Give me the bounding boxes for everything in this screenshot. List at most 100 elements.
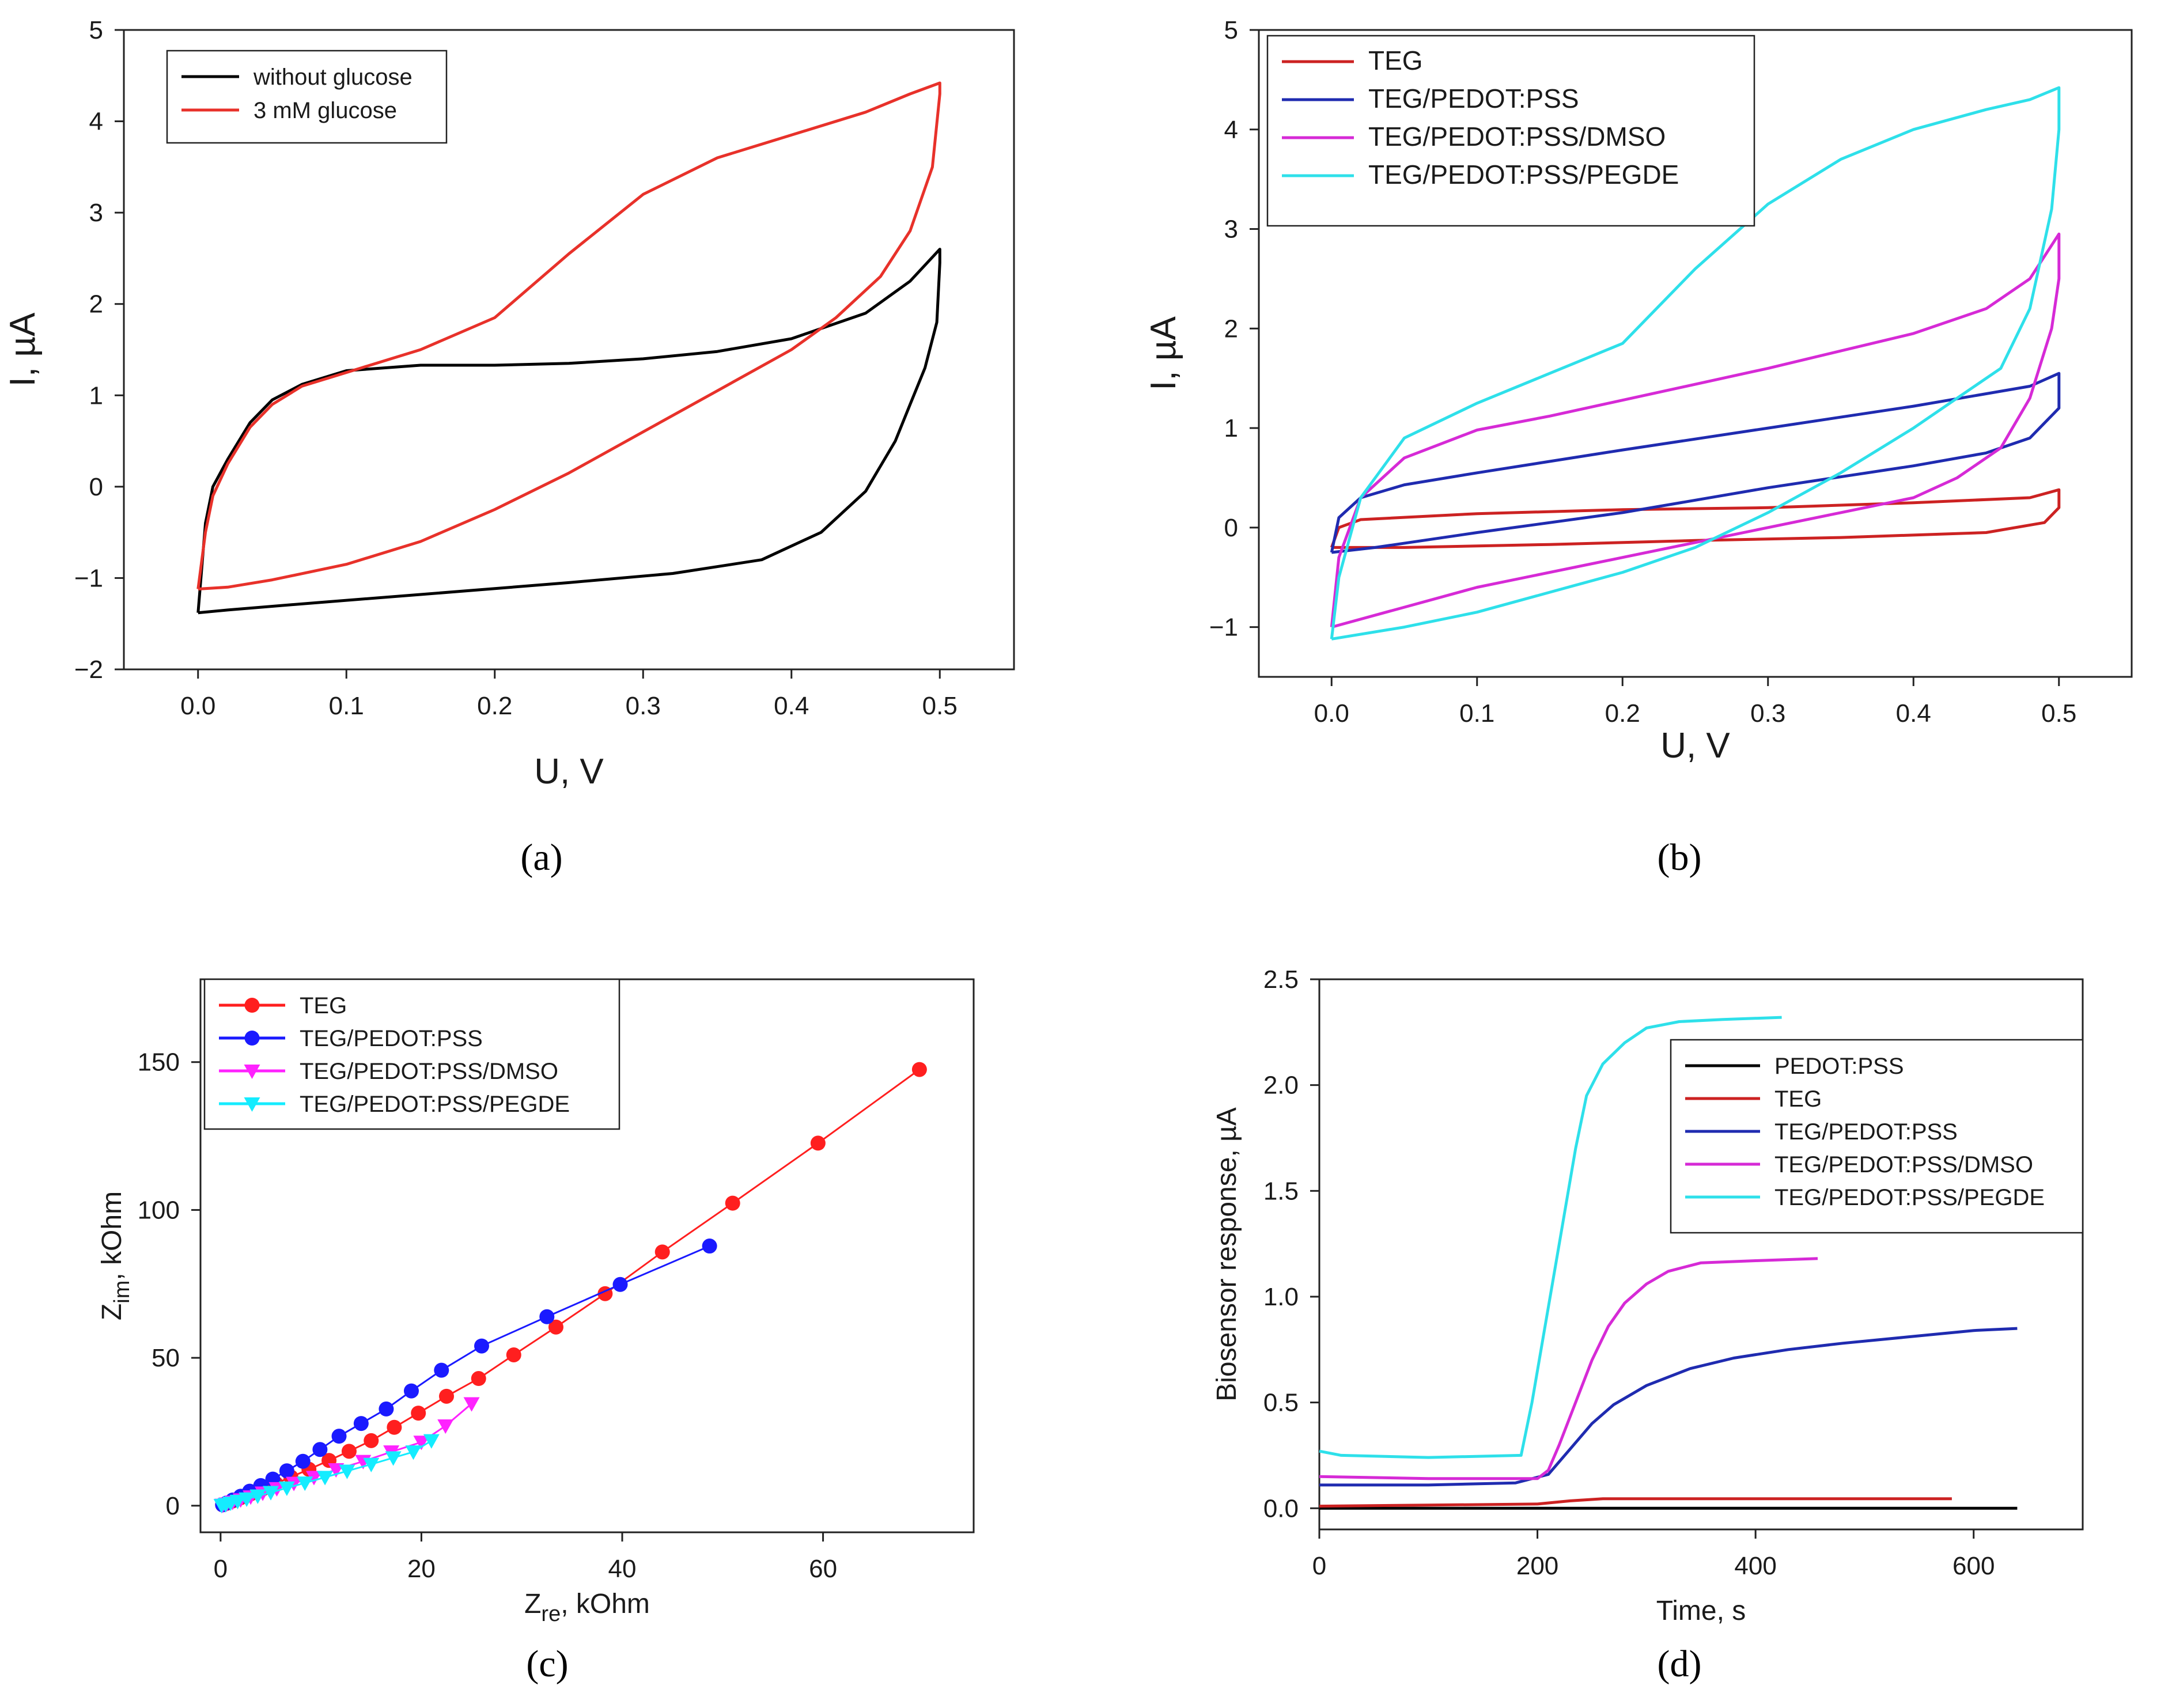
legend-label: without glucose [253,65,413,90]
y-tick-label: 0 [166,1492,180,1520]
data-point [263,1486,279,1501]
data-point [249,1489,266,1504]
series-line-2 [196,81,941,590]
data-point [385,1451,402,1466]
x-tick-label: 0.2 [477,692,512,720]
panel-caption: (a) [520,836,562,878]
data-point [239,1492,255,1507]
data-point [437,1419,454,1434]
y-tick-label: 50 [152,1344,180,1372]
y-axis-label: Zim, kOhm [97,1191,134,1320]
x-tick-label: 0.0 [1314,699,1349,728]
x-tick-label: 20 [407,1555,436,1583]
x-tick-label: 0.4 [1896,699,1931,728]
y-tick-label: 1.0 [1263,1283,1299,1311]
x-tick-label: 0.1 [1459,699,1494,728]
legend-label: PEDOT:PSS [1774,1054,1904,1079]
legend-marker [244,998,260,1013]
data-point [341,1444,357,1459]
data-point [413,1436,430,1451]
series-line-4 [1330,86,2061,641]
x-tick-label: 0.2 [1605,699,1640,728]
legend-box [166,50,448,144]
x-tick-label: 0.1 [329,692,364,720]
legend-label: TEG/PEDOT:PSS [300,1026,483,1051]
data-point [810,1135,826,1151]
legend-label: TEG/PEDOT:PSS [1774,1119,1958,1145]
y-tick-label: 3 [1224,215,1238,244]
x-axis-label: Zre, kOhm [524,1589,650,1626]
legend-marker [244,1097,260,1112]
plot-frame [1258,29,2133,678]
plot-frame [1318,978,2084,1531]
x-tick-label: 40 [608,1555,637,1583]
series-line-1 [196,248,941,615]
data-point [471,1371,486,1387]
legend-label: TEG/PEDOT:PSS/DMSO [1774,1152,2033,1177]
data-point [612,1277,628,1292]
y-tick-label: 4 [1224,116,1238,144]
panel-b: 0.0 0.1 0.2 0.3 0.4 0.5 −1 0 1 2 3 4 5 U, V I, µA TEG TE… [1144,16,2133,878]
data-point [379,1401,394,1417]
y-tick-label: 2.0 [1263,1071,1299,1100]
data-point [654,1244,670,1260]
data-point [405,1445,422,1460]
panel-a: 0.0 0.1 0.2 0.3 0.4 0.5 −2 −1 0 1 2 3 4 5 U, V I, µA wit… [3,16,1015,878]
series-line-3 [1319,1327,2018,1487]
series-line-2 [1330,372,2061,554]
data-point [295,1453,311,1469]
y-tick-label: 1.5 [1263,1177,1299,1205]
x-tick-label: 400 [1734,1552,1776,1580]
x-tick-label: 0.3 [626,692,661,720]
data-point [423,1434,440,1449]
data-point [434,1362,449,1378]
data-point [339,1464,355,1479]
data-point [474,1338,489,1354]
data-point [331,1429,347,1444]
legend-label: TEG [300,993,347,1018]
data-point [411,1406,426,1421]
plot-frame [123,29,1015,671]
x-axis-label-sub: re [541,1602,561,1626]
series-line-1 [1330,488,2061,549]
data-point [548,1319,563,1335]
data-point [279,1463,294,1479]
y-tick-label: 1 [1224,414,1238,442]
y-axis-label: Biosensor response, µA [1212,1107,1242,1402]
y-tick-label: 2.5 [1263,965,1299,994]
y-tick-label: 150 [138,1048,180,1077]
y-tick-label: 0.0 [1263,1494,1299,1523]
legend-label: TEG [1368,46,1423,75]
y-tick-label: 100 [138,1196,180,1224]
legend-marker [244,1031,260,1046]
legend-label: TEG/PEDOT:PSS/PEGDE [1774,1185,2045,1210]
y-tick-label: −1 [1209,613,1238,642]
x-tick-label: 0.0 [180,692,215,720]
legend-label: TEG [1774,1086,1822,1112]
y-axis-label-sub: im [110,1281,134,1304]
series-line-5 [1319,1016,1782,1459]
panel-caption: (c) [526,1643,568,1685]
series-line-2 [1319,1497,1952,1508]
x-axis-label: U, V [534,752,604,791]
data-point [439,1388,454,1404]
series-line-4 [1319,1257,1818,1480]
data-point [364,1433,379,1448]
y-tick-label: 1 [89,381,103,410]
x-tick-label: 0.5 [922,692,958,720]
x-axis-label-unit: , kOhm [561,1589,650,1619]
x-tick-label: 0.3 [1750,699,1785,728]
data-point [305,1471,322,1486]
x-tick-label: 0.4 [774,692,809,720]
panel-caption: (d) [1658,1643,1702,1685]
data-point [286,1476,302,1491]
data-point [463,1397,480,1412]
data-point [702,1239,717,1254]
legend-label: TEG/PEDOT:PSS [1368,84,1579,113]
data-point [297,1476,313,1491]
data-point [506,1347,521,1362]
legend-label: TEG/PEDOT:PSS/DMSO [1368,122,1666,152]
data-point [404,1383,419,1399]
x-tick-label: 60 [809,1555,837,1583]
data-point [278,1481,295,1496]
